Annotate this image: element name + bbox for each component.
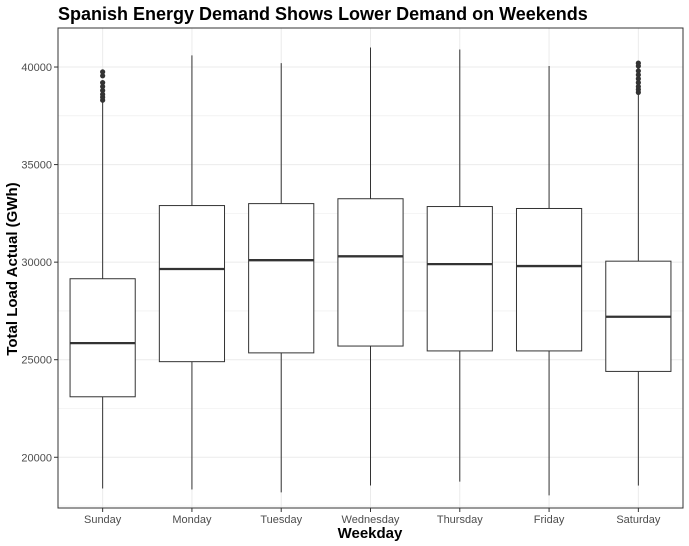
- outlier-point: [100, 73, 106, 79]
- chart-title: Spanish Energy Demand Shows Lower Demand…: [58, 4, 588, 24]
- x-tick-label: Thursday: [437, 514, 483, 526]
- x-tick-label: Tuesday: [260, 514, 302, 526]
- box-wednesday: [337, 47, 404, 486]
- iqr-box: [158, 205, 226, 363]
- outlier-point: [635, 83, 641, 90]
- y-tick-label: 20000: [21, 452, 52, 464]
- outlier-point: [100, 80, 106, 86]
- box-friday: [515, 66, 583, 496]
- outlier-point: [635, 80, 641, 86]
- outlier-point: [635, 60, 641, 66]
- outlier-point: [635, 76, 641, 82]
- x-axis-ticks: Sunday Monday Tuesday Wednesday Thursday Frid…: [84, 508, 661, 526]
- y-tick-label: 35000: [21, 160, 52, 172]
- x-tick-label: Wednesday: [342, 514, 400, 526]
- iqr-box: [69, 278, 136, 398]
- iqr-box: [515, 207, 583, 352]
- box-tuesday: [248, 63, 315, 493]
- box-group: [69, 47, 672, 496]
- x-tick-label: Saturday: [616, 514, 661, 526]
- y-tick-label: 30000: [21, 257, 52, 269]
- y-axis-ticks: 20000 25000 30000 35000 40000: [21, 62, 58, 464]
- outlier-point: [100, 83, 106, 90]
- box-thursday: [426, 49, 493, 482]
- outlier-point: [635, 72, 641, 78]
- outlier-point: [635, 68, 641, 74]
- box-sunday: [69, 69, 136, 489]
- y-axis-title: Total Load Actual (GWh): [4, 182, 21, 355]
- iqr-box: [248, 203, 315, 354]
- x-tick-label: Sunday: [84, 514, 122, 526]
- x-tick-label: Friday: [534, 514, 565, 526]
- outlier-point: [100, 69, 106, 75]
- y-tick-label: 25000: [21, 355, 52, 367]
- iqr-box: [426, 206, 493, 352]
- y-tick-label: 40000: [21, 62, 52, 74]
- iqr-box: [337, 198, 404, 347]
- x-axis-title: Weekday: [338, 525, 403, 542]
- outlier-point: [100, 87, 106, 94]
- box-saturday: [605, 60, 672, 486]
- outlier-point: [100, 91, 106, 97]
- x-tick-label: Monday: [172, 514, 212, 526]
- box-monday: [158, 55, 226, 490]
